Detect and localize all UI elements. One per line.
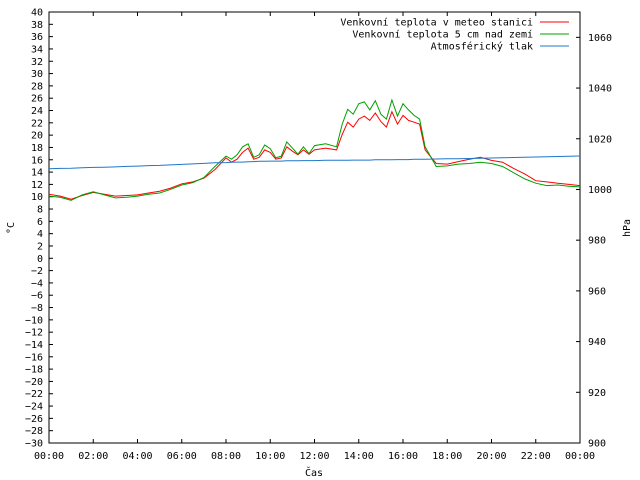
- legend: Venkovní teplota v meteo staniciVenkovní…: [340, 17, 569, 53]
- right-y-axis-label: hPa: [622, 219, 633, 237]
- left-y-tick-label: −14: [25, 340, 43, 351]
- plot-frame: [48, 11, 581, 444]
- x-tick-label: 16:00: [388, 451, 418, 462]
- left-y-tick-label: 26: [31, 94, 43, 105]
- right-y-tick-label: 920: [588, 388, 606, 399]
- left-y-tick-label: −26: [25, 414, 43, 425]
- left-y-tick-label: 30: [31, 69, 43, 80]
- series-line-1: [48, 110, 581, 200]
- x-axis-label: Čas: [305, 466, 323, 479]
- left-y-tick-label: 14: [31, 168, 43, 179]
- left-y-tick-label: −8: [31, 303, 43, 314]
- left-y-tick-label: 2: [37, 241, 43, 252]
- series-layer: [48, 98, 581, 201]
- series-line-2: [48, 98, 581, 201]
- left-y-tick-label: −24: [25, 402, 43, 413]
- left-y-tick-label: 4: [37, 229, 43, 240]
- x-tick-label: 20:00: [476, 451, 506, 462]
- left-y-tick-label: −22: [25, 389, 43, 400]
- left-y-tick-label: 36: [31, 32, 43, 43]
- x-tick-label: 04:00: [122, 451, 152, 462]
- left-y-tick-label: 22: [31, 118, 43, 129]
- left-y-tick-label: 12: [31, 180, 43, 191]
- x-tick-label: 22:00: [521, 451, 551, 462]
- left-y-tick-label: 18: [31, 143, 43, 154]
- left-y-tick-label: 10: [31, 192, 43, 203]
- right-y-tick-label: 960: [588, 286, 606, 297]
- left-y-tick-label: −20: [25, 377, 43, 388]
- x-tick-label: 00:00: [34, 451, 64, 462]
- legend-label-3: Atmosférický tlak: [431, 41, 533, 53]
- right-y-tick-label: 980: [588, 236, 606, 247]
- left-y-axis-label: °C: [6, 222, 17, 234]
- left-y-tick-label: −28: [25, 426, 43, 437]
- x-tick-label: 02:00: [78, 451, 108, 462]
- right-y-axis: 900 920 940 960 980 1000 1020 1040 1060: [576, 33, 612, 450]
- x-tick-label: 10:00: [255, 451, 285, 462]
- right-y-tick-label: 1020: [588, 134, 612, 145]
- left-y-tick-label: 20: [31, 131, 43, 142]
- left-y-tick-label: 40: [31, 8, 43, 19]
- x-tick-label: 18:00: [432, 451, 462, 462]
- left-y-tick-label: 6: [37, 217, 43, 228]
- left-y-axis: −30−28−26−24−22−20−18−16−14−12−10−8−6−4−…: [25, 8, 53, 450]
- left-y-tick-label: −18: [25, 365, 43, 376]
- right-y-tick-label: 940: [588, 337, 606, 348]
- right-y-tick-label: 1040: [588, 84, 612, 95]
- x-tick-label: 08:00: [211, 451, 241, 462]
- left-y-tick-label: 38: [31, 20, 43, 31]
- left-y-tick-label: −6: [31, 291, 43, 302]
- left-y-tick-label: 24: [31, 106, 43, 117]
- left-y-tick-label: 8: [37, 205, 43, 216]
- left-y-tick-label: 16: [31, 155, 43, 166]
- x-tick-label: 00:00: [565, 451, 595, 462]
- left-y-tick-label: −30: [25, 439, 43, 450]
- series-line-3: [48, 155, 581, 170]
- left-y-tick-label: −4: [31, 278, 43, 289]
- legend-label-2: Venkovní teplota 5 cm nad zemí: [352, 29, 533, 41]
- left-y-tick-label: −2: [31, 266, 43, 277]
- x-axis: 00:00 02:00 04:00 06:00 08:00 10:00 12:00 14:00…: [34, 12, 595, 462]
- left-y-tick-label: 32: [31, 57, 43, 68]
- legend-label-1: Venkovní teplota v meteo stanici: [340, 17, 533, 29]
- left-y-tick-label: 0: [37, 254, 43, 265]
- x-tick-label: 14:00: [344, 451, 374, 462]
- left-y-tick-label: 34: [31, 44, 43, 55]
- right-y-tick-label: 900: [588, 439, 606, 450]
- right-y-tick-label: 1000: [588, 185, 612, 196]
- x-tick-label: 06:00: [167, 451, 197, 462]
- left-y-tick-label: −12: [25, 328, 43, 339]
- left-y-tick-label: 28: [31, 81, 43, 92]
- x-tick-label: 12:00: [299, 451, 329, 462]
- left-y-tick-label: −10: [25, 315, 43, 326]
- right-y-tick-label: 1060: [588, 33, 612, 44]
- left-y-tick-label: −16: [25, 352, 43, 363]
